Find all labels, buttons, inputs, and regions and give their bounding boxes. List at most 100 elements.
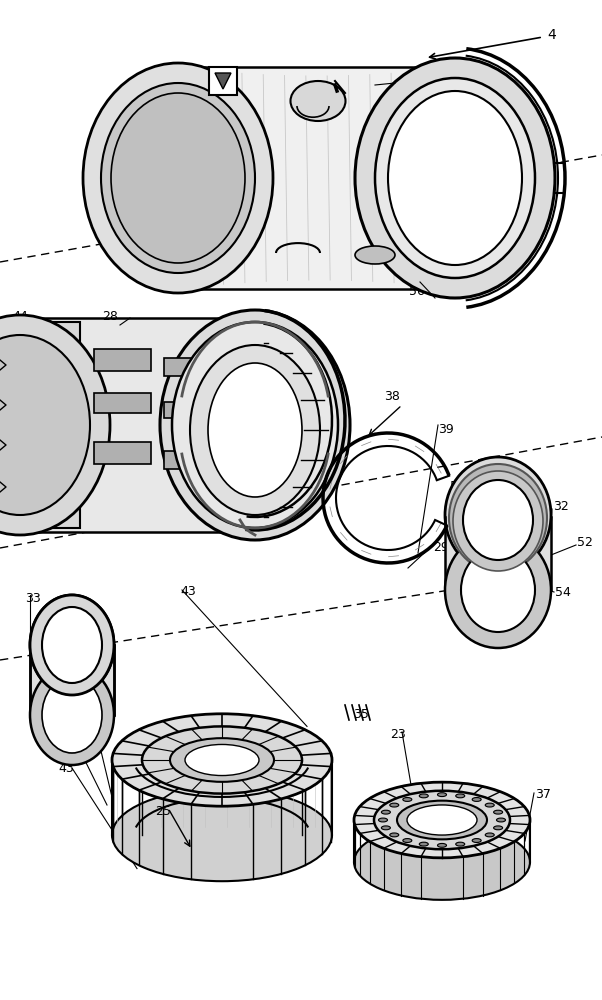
FancyBboxPatch shape — [472, 544, 524, 571]
Ellipse shape — [438, 793, 447, 797]
Ellipse shape — [494, 826, 503, 830]
Polygon shape — [445, 517, 551, 590]
Ellipse shape — [407, 805, 477, 835]
Polygon shape — [12, 322, 80, 528]
Ellipse shape — [142, 726, 302, 794]
Text: 4: 4 — [547, 28, 556, 42]
Text: 37: 37 — [535, 788, 551, 801]
Ellipse shape — [160, 310, 350, 540]
Ellipse shape — [403, 839, 412, 842]
Ellipse shape — [472, 839, 481, 842]
Text: 41: 41 — [334, 407, 350, 420]
Ellipse shape — [354, 824, 530, 900]
Ellipse shape — [0, 315, 110, 535]
Ellipse shape — [190, 345, 320, 515]
Ellipse shape — [112, 789, 332, 881]
Text: 52: 52 — [577, 536, 593, 550]
Text: 41: 41 — [197, 490, 213, 503]
Ellipse shape — [185, 744, 259, 776]
Ellipse shape — [30, 595, 114, 695]
Text: 50: 50 — [450, 481, 466, 493]
Polygon shape — [0, 433, 12, 457]
Text: 38: 38 — [384, 390, 400, 403]
Polygon shape — [173, 68, 460, 288]
FancyBboxPatch shape — [164, 358, 206, 376]
Ellipse shape — [170, 738, 274, 782]
Text: 34: 34 — [397, 76, 413, 89]
Text: 43: 43 — [58, 762, 74, 775]
Text: 41: 41 — [220, 512, 236, 525]
Polygon shape — [0, 475, 12, 499]
FancyBboxPatch shape — [94, 349, 151, 371]
Ellipse shape — [397, 801, 487, 839]
Ellipse shape — [497, 818, 506, 822]
Ellipse shape — [419, 842, 428, 846]
Ellipse shape — [485, 803, 494, 807]
Ellipse shape — [101, 83, 255, 273]
Text: 46: 46 — [35, 685, 51, 698]
Ellipse shape — [449, 464, 547, 572]
Ellipse shape — [379, 818, 388, 822]
Ellipse shape — [375, 78, 535, 278]
Ellipse shape — [42, 677, 102, 753]
Ellipse shape — [42, 607, 102, 683]
FancyBboxPatch shape — [164, 451, 206, 469]
Text: 56: 56 — [409, 285, 425, 298]
Text: 42: 42 — [287, 370, 303, 383]
Ellipse shape — [111, 93, 245, 263]
Ellipse shape — [0, 335, 90, 515]
Text: 41: 41 — [315, 429, 330, 442]
Ellipse shape — [354, 782, 530, 858]
Ellipse shape — [438, 843, 447, 847]
FancyBboxPatch shape — [94, 393, 151, 413]
Ellipse shape — [355, 246, 395, 264]
Ellipse shape — [456, 842, 465, 846]
Text: 23: 23 — [390, 728, 406, 741]
Ellipse shape — [112, 714, 332, 806]
Text: 32: 32 — [553, 500, 569, 514]
Text: 39: 39 — [438, 423, 454, 436]
Ellipse shape — [445, 457, 551, 573]
Ellipse shape — [30, 595, 114, 695]
Ellipse shape — [389, 803, 399, 807]
Text: 28: 28 — [102, 310, 118, 323]
Ellipse shape — [374, 791, 510, 849]
Polygon shape — [30, 645, 114, 715]
Text: 43: 43 — [180, 585, 196, 598]
FancyBboxPatch shape — [164, 402, 206, 418]
Text: 35: 35 — [353, 708, 369, 721]
Polygon shape — [0, 393, 12, 417]
Text: 26: 26 — [540, 188, 556, 200]
Ellipse shape — [494, 810, 503, 814]
Ellipse shape — [461, 548, 535, 632]
Ellipse shape — [453, 471, 543, 571]
Ellipse shape — [83, 63, 273, 293]
Ellipse shape — [389, 833, 399, 837]
Ellipse shape — [472, 798, 481, 801]
Polygon shape — [12, 318, 265, 532]
Text: 25: 25 — [155, 805, 171, 818]
Ellipse shape — [445, 532, 551, 648]
Ellipse shape — [388, 91, 522, 265]
Ellipse shape — [419, 794, 428, 798]
Ellipse shape — [172, 322, 338, 528]
Text: 29: 29 — [498, 481, 514, 493]
Text: 30: 30 — [75, 700, 91, 713]
Ellipse shape — [355, 58, 555, 298]
Text: 33: 33 — [25, 592, 41, 605]
Polygon shape — [215, 73, 231, 89]
Ellipse shape — [456, 794, 465, 798]
Ellipse shape — [463, 480, 533, 560]
Text: 58: 58 — [473, 481, 489, 493]
Ellipse shape — [30, 665, 114, 765]
Ellipse shape — [403, 798, 412, 801]
FancyBboxPatch shape — [209, 67, 237, 95]
Polygon shape — [0, 353, 12, 377]
Ellipse shape — [485, 833, 494, 837]
Ellipse shape — [42, 607, 102, 683]
Text: 54: 54 — [555, 585, 571, 598]
Ellipse shape — [208, 363, 302, 497]
FancyBboxPatch shape — [94, 442, 151, 464]
Ellipse shape — [382, 826, 390, 830]
Ellipse shape — [291, 81, 346, 121]
